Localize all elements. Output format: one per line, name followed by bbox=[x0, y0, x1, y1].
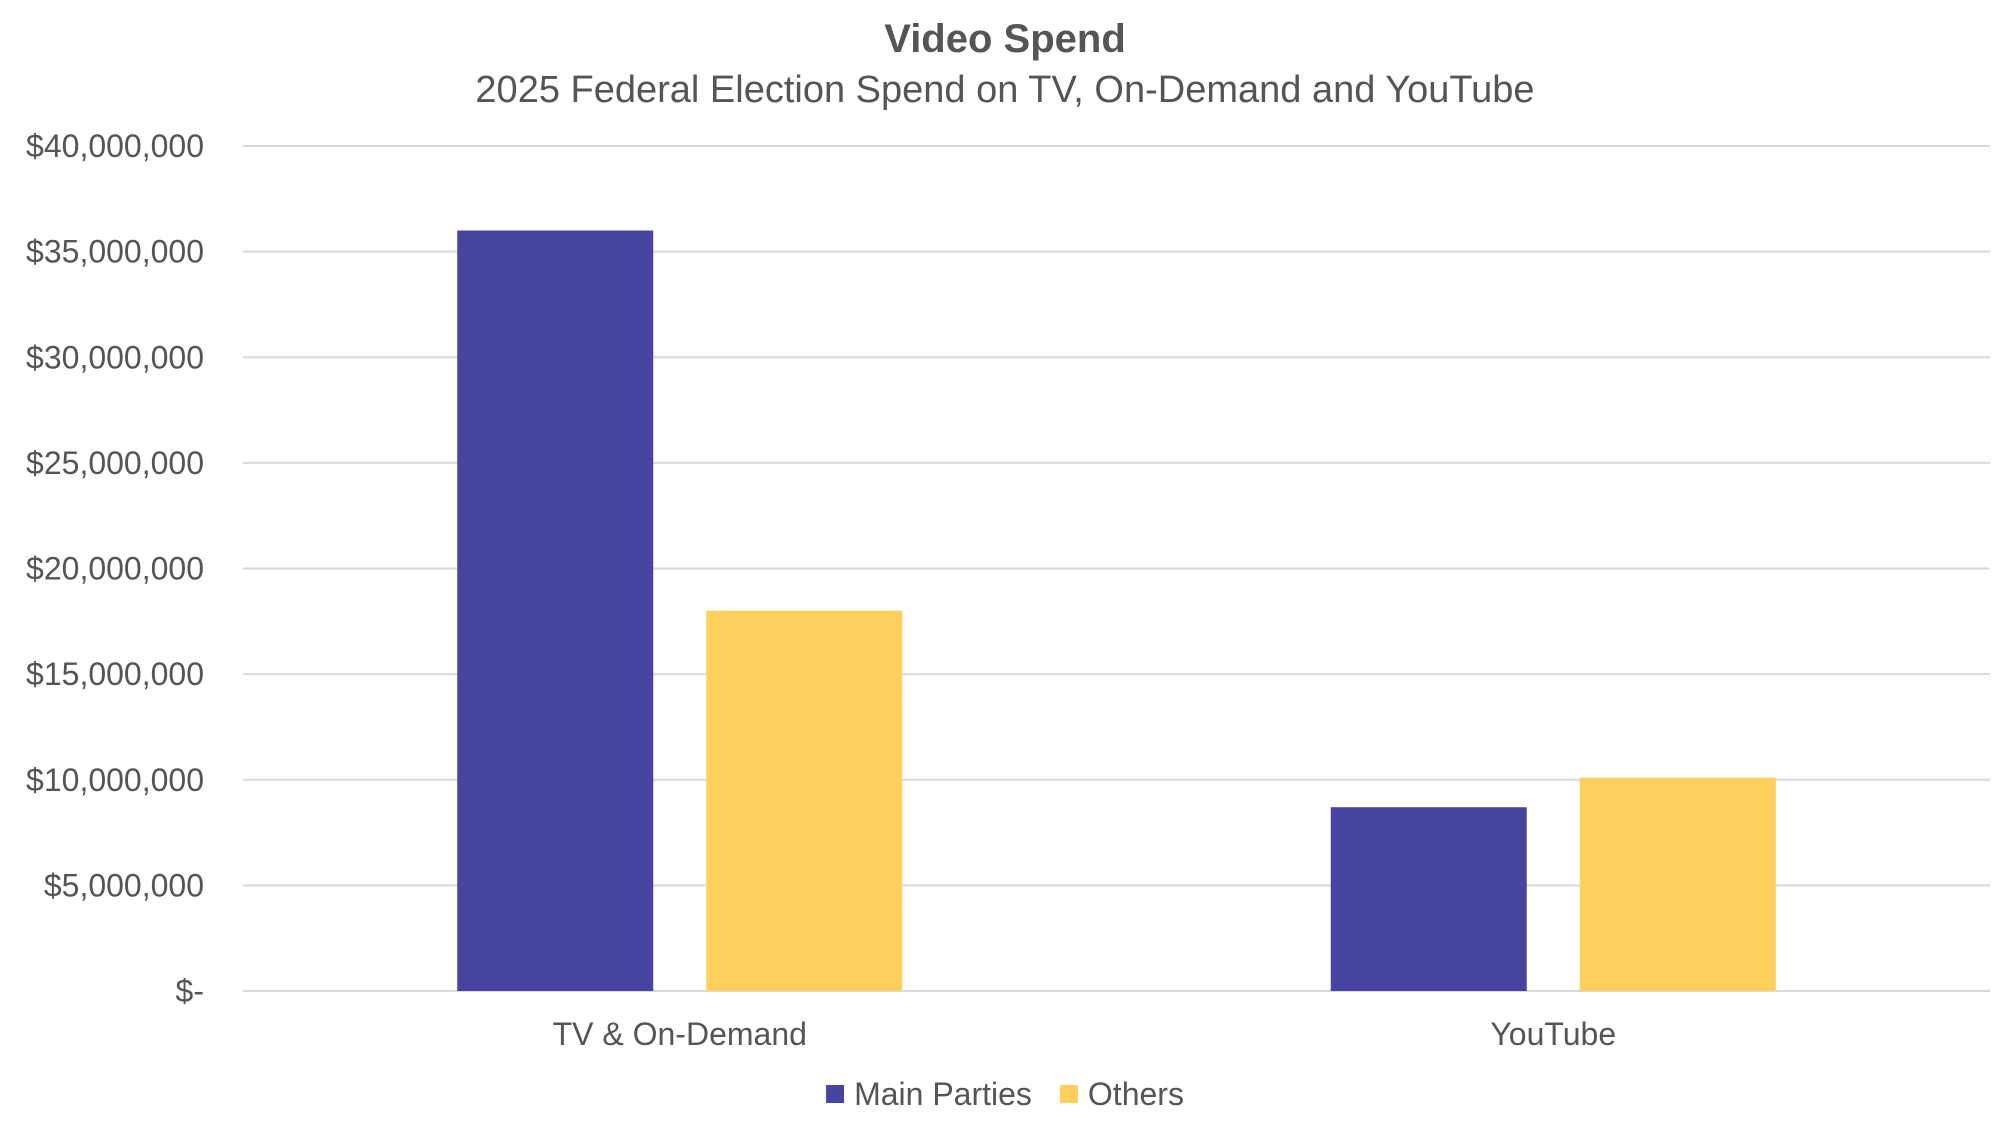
legend-label: Main Parties bbox=[854, 1076, 1032, 1112]
x-axis-category-labels: TV & On-Demand YouTube bbox=[553, 1016, 1617, 1052]
y-tick-label: $40,000,000 bbox=[26, 128, 204, 164]
y-tick-label: $15,000,000 bbox=[26, 656, 204, 692]
legend-swatch bbox=[1059, 1085, 1078, 1103]
chart-title: Video Spend bbox=[884, 17, 1126, 61]
bars bbox=[457, 230, 1776, 991]
bar-youtube-main-parties bbox=[1330, 807, 1527, 991]
y-axis-tick-labels: $- $5,000,000 $10,000,000 $15,000,000 $20,00… bbox=[26, 128, 204, 1009]
y-tick-label: $25,000,000 bbox=[26, 445, 204, 481]
y-tick-label: $20,000,000 bbox=[26, 551, 204, 587]
bar-tv-on-demand-main-parties bbox=[457, 230, 654, 991]
y-tick-label: $- bbox=[176, 973, 204, 1009]
y-tick-label: $35,000,000 bbox=[26, 234, 204, 270]
y-tick-label: $30,000,000 bbox=[26, 339, 204, 375]
bar-tv-on-demand-others bbox=[706, 610, 903, 991]
x-category-label: TV & On-Demand bbox=[553, 1016, 807, 1052]
chart-subtitle: 2025 Federal Election Spend on TV, On-De… bbox=[475, 69, 1534, 111]
legend-label: Others bbox=[1088, 1076, 1184, 1112]
bar-youtube-others bbox=[1579, 777, 1776, 991]
y-tick-label: $5,000,000 bbox=[44, 867, 204, 903]
legend: Main Parties Others bbox=[826, 1076, 1184, 1112]
y-tick-label: $10,000,000 bbox=[26, 762, 204, 798]
x-category-label: YouTube bbox=[1490, 1016, 1616, 1052]
legend-swatch bbox=[826, 1085, 845, 1103]
